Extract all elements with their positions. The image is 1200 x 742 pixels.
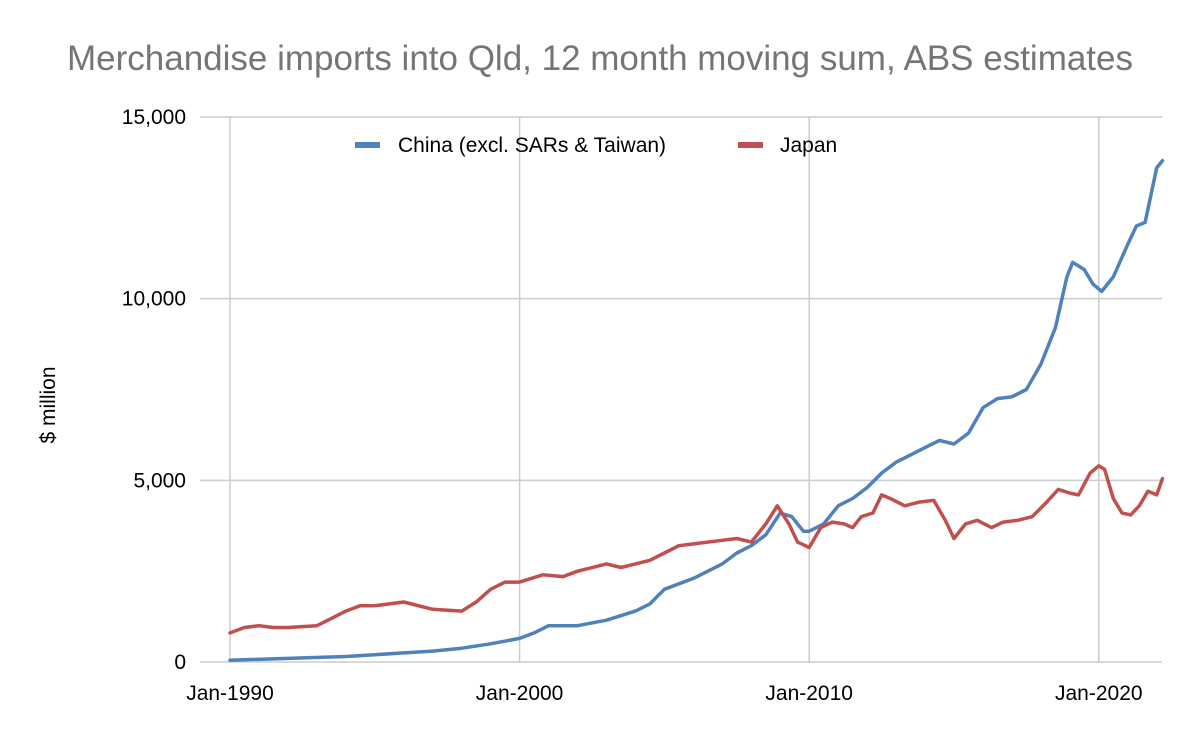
y-tick-label: 5,000 [133, 469, 186, 492]
legend: China (excl. SARs & Taiwan) Japan [355, 134, 837, 157]
x-tick-label: Jan-2020 [1055, 682, 1143, 705]
y-axis-ticks: 0 5,000 10,000 15,000 [122, 106, 186, 674]
legend-label-japan: Japan [780, 134, 837, 157]
gridlines [200, 116, 1162, 663]
legend-label-china: China (excl. SARs & Taiwan) [398, 134, 666, 157]
y-axis-label: $ million [37, 366, 60, 443]
chart-title: Merchandise imports into Qld, 12 month m… [67, 39, 1133, 78]
x-tick-label: Jan-2000 [476, 682, 564, 705]
x-axis-ticks: Jan-1990 Jan-2000 Jan-2010 Jan-2020 [186, 682, 1142, 705]
series-line-china [228, 158, 1165, 662]
y-tick-label: 10,000 [122, 288, 186, 311]
y-tick-label: 0 [174, 651, 186, 674]
x-tick-label: Jan-1990 [186, 682, 274, 705]
y-tick-label: 15,000 [122, 106, 186, 129]
series-line-japan [228, 464, 1165, 635]
x-tick-label: Jan-2010 [765, 682, 853, 705]
series-layer [228, 158, 1165, 662]
